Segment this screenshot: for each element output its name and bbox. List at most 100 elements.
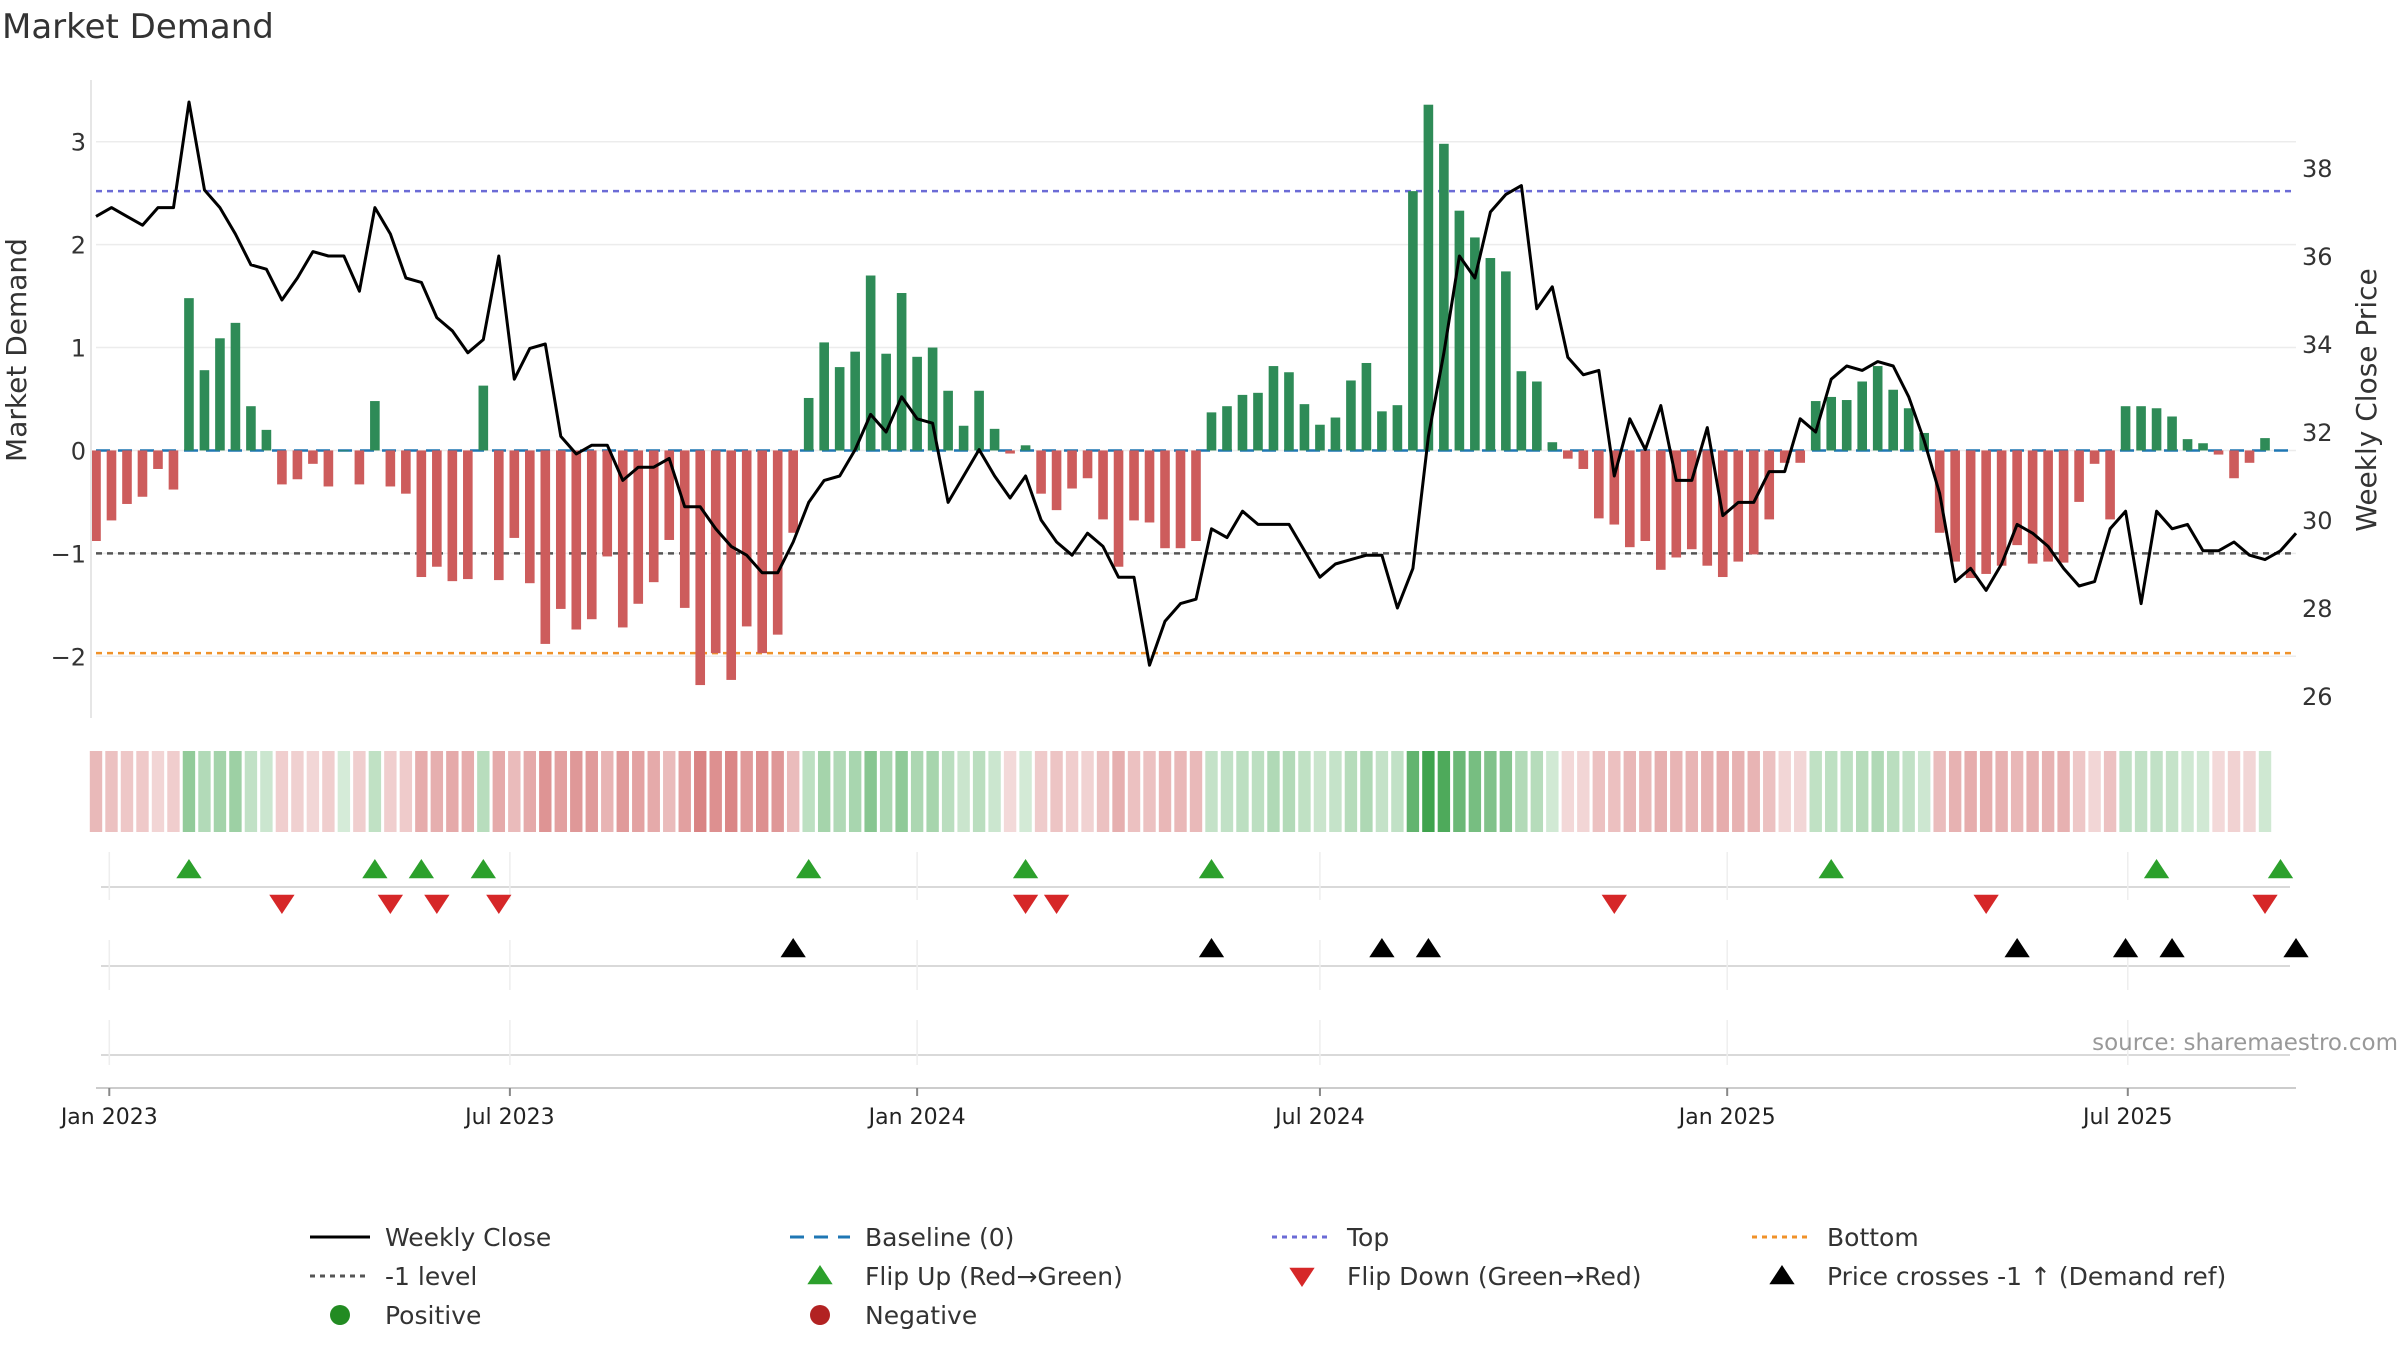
demand-bar: [927, 347, 938, 451]
strip-cell: [1003, 751, 1017, 832]
strip-cell: [1220, 751, 1234, 832]
strip-cell: [1298, 751, 1311, 832]
strip-cell: [1189, 751, 1203, 832]
strip-cell: [167, 751, 180, 832]
x-tick-label: Jan 2023: [59, 1105, 158, 1130]
strip-cell: [1747, 751, 1760, 832]
demand-bar: [1470, 237, 1480, 451]
demand-bar: [571, 450, 582, 630]
strip-cell: [1112, 751, 1125, 832]
demand-bar: [881, 353, 891, 451]
demand-bar: [2136, 406, 2146, 451]
legend-swatch: [1769, 1265, 1795, 1285]
demand-bar: [772, 450, 783, 635]
flip-up-marker: [1818, 859, 1844, 879]
strip-cell: [1236, 751, 1249, 832]
legend-label: -1 level: [385, 1262, 477, 1291]
demand-bar: [726, 450, 737, 680]
price-cross-marker: [780, 938, 806, 958]
strip-cell: [446, 751, 459, 832]
strip-cell: [1763, 751, 1776, 832]
strip-cell: [1871, 751, 1884, 832]
flip-down-marker: [377, 894, 404, 914]
demand-bar: [1191, 450, 1201, 542]
demand-bar: [1872, 366, 1883, 451]
strip-cell: [1282, 751, 1296, 832]
demand-bar: [137, 450, 148, 497]
price-cross-marker: [1415, 938, 1442, 958]
demand-bar: [1640, 450, 1651, 542]
demand-bar: [1733, 450, 1744, 562]
demand-bar: [339, 450, 349, 452]
strip-cell: [926, 751, 939, 832]
strip-cell: [1716, 751, 1729, 832]
legend-item: Weekly Close: [310, 1223, 551, 1252]
strip-cell: [368, 751, 382, 832]
demand-bar: [1655, 450, 1666, 570]
strip-cell: [1778, 751, 1791, 832]
y-tick-label: 2: [71, 232, 86, 260]
demand-bar: [1563, 450, 1573, 459]
demand-bar: [385, 450, 396, 487]
strip-cell: [399, 751, 413, 832]
strip-cell: [523, 751, 536, 832]
legend-item: Flip Up (Red→Green): [807, 1262, 1123, 1291]
strip-cell: [1329, 751, 1342, 832]
x-tick-label: Jul 2024: [1273, 1105, 1365, 1130]
strip-cell: [1995, 751, 2008, 832]
flip-down-marker: [424, 894, 450, 914]
strip-cell: [1375, 751, 1389, 832]
y-tick-label: 1: [71, 335, 86, 363]
strip-cell: [322, 751, 335, 832]
demand-bar: [292, 450, 303, 480]
demand-bar: [1315, 424, 1325, 451]
y-tick-label: −1: [51, 540, 86, 568]
strip-cell: [678, 751, 691, 832]
demand-bar: [803, 397, 814, 451]
demand-bar: [184, 298, 194, 451]
demand-bar: [1810, 401, 1821, 451]
demand-bar: [1950, 450, 1960, 562]
demand-bar: [2229, 450, 2239, 479]
strip-cell: [244, 751, 258, 832]
demand-bar: [912, 356, 922, 451]
demand-bar: [478, 385, 489, 451]
strip-cell: [1840, 751, 1853, 832]
demand-bar: [432, 450, 442, 567]
strip-cell: [2119, 751, 2132, 832]
strip-cell: [864, 751, 877, 832]
strip-cell: [2181, 751, 2194, 832]
y2-tick-label: 34: [2302, 331, 2333, 359]
demand-bar: [1686, 450, 1697, 550]
source-note: source: sharemaestro.com: [2092, 1030, 2398, 1056]
strip-cell: [632, 751, 645, 832]
flip-up-marker: [2143, 859, 2170, 879]
strip-cell: [1592, 751, 1606, 832]
y2-tick-label: 26: [2302, 683, 2333, 711]
strip-cell: [105, 751, 118, 832]
flip-up-marker: [2267, 859, 2294, 879]
strip-cell: [833, 751, 846, 832]
demand-bar: [555, 450, 566, 609]
strip-cell: [1654, 751, 1667, 832]
price-cross-marker: [2112, 938, 2139, 958]
demand-bar: [277, 450, 287, 485]
strip-cell: [1406, 751, 1420, 832]
demand-bar: [1439, 143, 1449, 451]
strip-cell: [1127, 751, 1141, 832]
strip-cell: [291, 751, 304, 832]
strip-cell: [120, 751, 134, 832]
strip-cell: [229, 751, 242, 832]
strip-cell: [477, 751, 490, 832]
price-cross-marker: [1369, 938, 1395, 958]
legend-item: Positive: [330, 1301, 481, 1330]
strip-cell: [1809, 751, 1822, 832]
x-tick-label: Jan 2025: [1677, 1105, 1776, 1130]
demand-bar: [1206, 412, 1217, 451]
strip-cell: [1499, 751, 1513, 832]
flip-up-marker: [470, 859, 496, 879]
strip-cell: [1825, 751, 1838, 832]
strip-cell: [89, 751, 103, 832]
strip-cell: [1856, 751, 1869, 832]
demand-bar: [1779, 450, 1790, 463]
